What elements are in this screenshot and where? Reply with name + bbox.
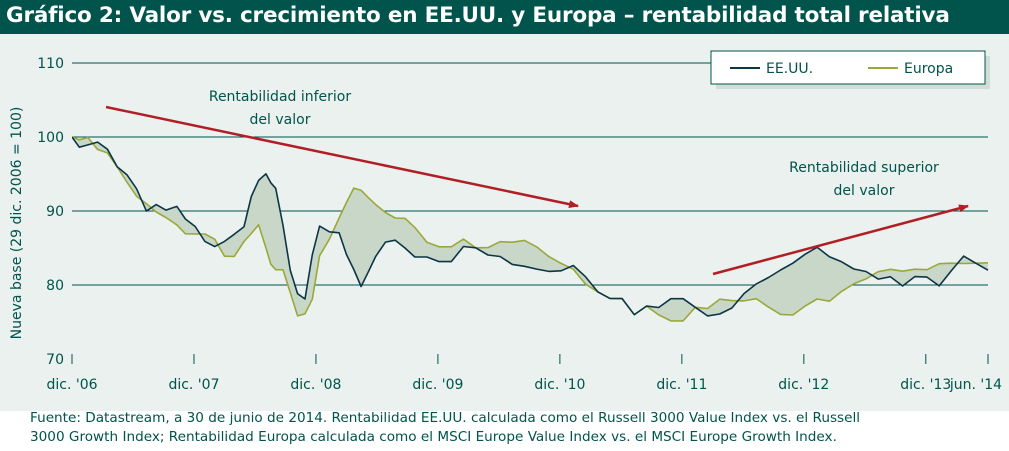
- plot-background: [0, 34, 1009, 411]
- annotation-outperformance-line1: Rentabilidad superior: [789, 160, 939, 176]
- y-tick-label-90: 90: [46, 204, 64, 220]
- series-line-eeuu: [72, 136, 989, 317]
- x-tick-label-1: dic. '07: [168, 377, 219, 393]
- x-tick-label-5: dic. '11: [656, 377, 707, 393]
- trend-arrow-down: [105, 105, 579, 209]
- x-tick-label-3: dic. '09: [412, 377, 463, 393]
- x-tick-label-2: dic. '08: [290, 377, 341, 393]
- y-tick-label-100: 100: [37, 130, 64, 146]
- trend-arrow-up: [712, 204, 969, 276]
- legend-label-europa: Europa: [904, 61, 953, 77]
- source-line-1: Fuente: Datastream, a 30 de junio de 201…: [30, 410, 861, 426]
- title-bar: Gráfico 2: Valor vs. crecimiento en EE.U…: [0, 0, 1009, 34]
- y-tick-label-70: 70: [46, 352, 64, 368]
- legend: EE.UU. Europa: [710, 50, 990, 89]
- source-line-2: 3000 Growth Index; Rentabilidad Europa c…: [30, 429, 837, 445]
- y-tick-labels: 70 80 90 100 110: [37, 56, 64, 368]
- x-tick-label-8: jun. '14: [949, 377, 1002, 393]
- x-tick-label-6: dic. '12: [778, 377, 829, 393]
- annotation-underperformance-line2: del valor: [250, 112, 311, 128]
- series-line-europa: [72, 136, 989, 322]
- x-tick-label-0: dic. '06: [46, 377, 97, 393]
- annotation-underperformance-line1: Rentabilidad inferior: [209, 89, 352, 105]
- y-axis-label: Nueva base (29 dic. 2006 = 100): [9, 107, 25, 340]
- y-tick-label-110: 110: [37, 56, 64, 72]
- y-tick-label-80: 80: [46, 278, 64, 294]
- x-tick-labels: dic. '06 dic. '07 dic. '08 dic. '09 dic. '10…: [46, 354, 1002, 393]
- source-note: Fuente: Datastream, a 30 de junio de 201…: [30, 409, 1005, 447]
- x-tick-label-7: dic. '13: [900, 377, 951, 393]
- x-tick-label-4: dic. '10: [534, 377, 585, 393]
- chart-title: Gráfico 2: Valor vs. crecimiento en EE.U…: [6, 3, 950, 28]
- legend-label-eeuu: EE.UU.: [766, 61, 813, 77]
- annotation-outperformance-line2: del valor: [834, 183, 895, 199]
